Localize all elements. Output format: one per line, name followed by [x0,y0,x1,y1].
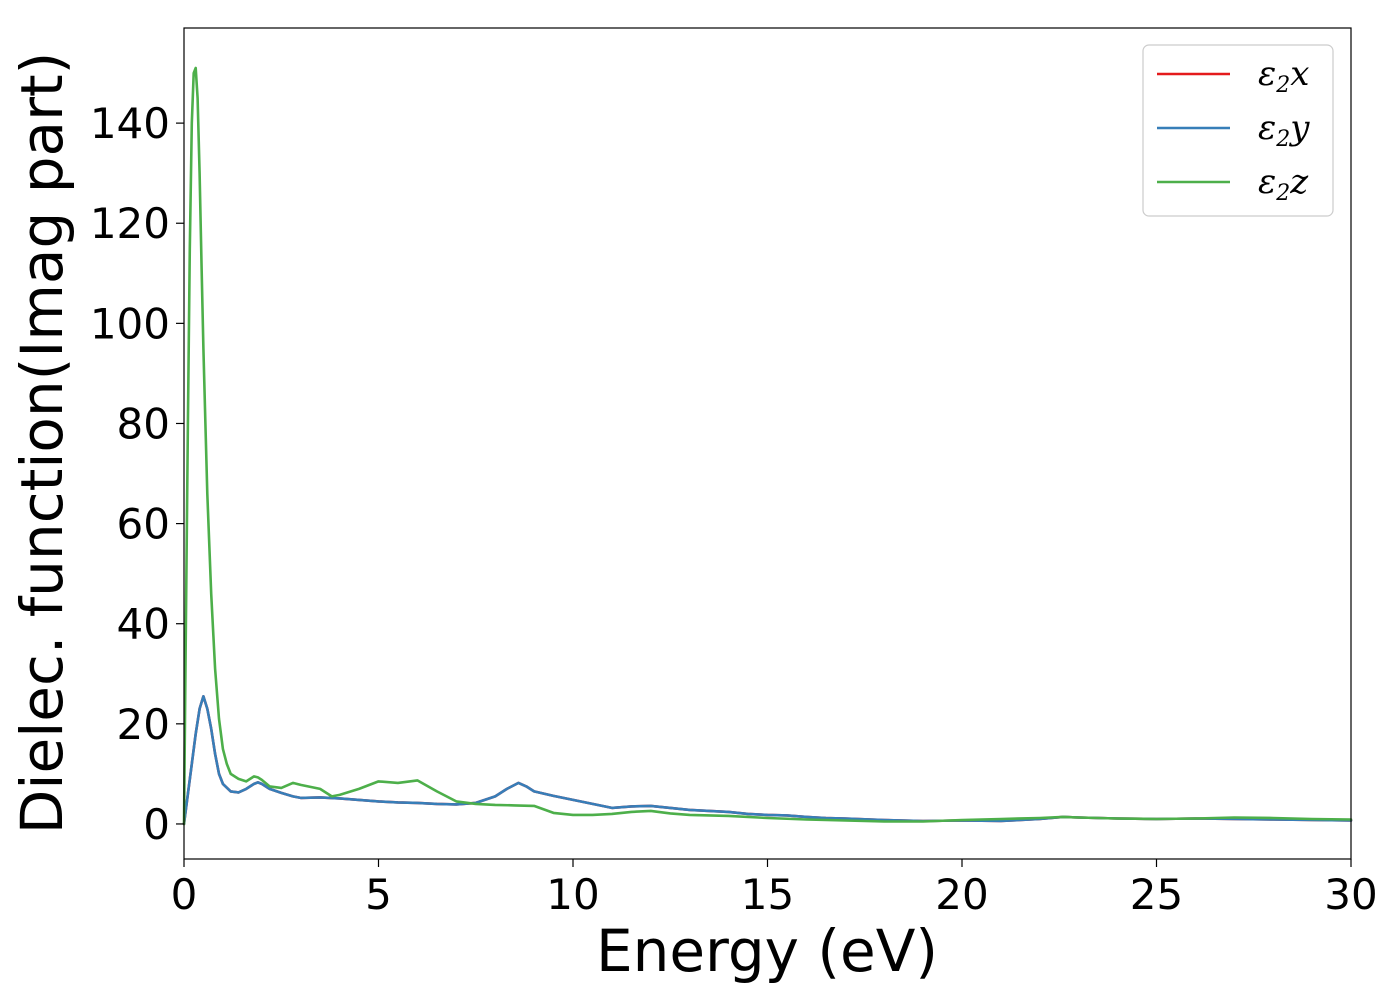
y-tick-label: 140 [90,99,170,148]
y-tick-label: 80 [117,399,170,448]
y-tick-label: 40 [117,600,170,649]
legend-label-x: ε2x [1258,54,1309,98]
x-tick-label: 5 [365,870,392,919]
legend-box [1142,44,1334,217]
tick-layer: 0 5 10 15 20 25 30 0 20 40 60 80 100 120 140 [90,99,1378,919]
series-layer [182,66,1353,826]
y-tick-label: 0 [143,800,170,849]
x-tick-label: 10 [546,870,599,919]
x-tick-label: 15 [741,870,794,919]
x-tick-label: 0 [171,870,198,919]
series-line-z [182,66,1353,826]
x-axis-title: Energy (eV) [596,917,938,985]
legend: ε2x ε2y ε2z [1142,44,1334,217]
series-line-y [182,694,1353,826]
legend-label-y: ε2y [1258,108,1310,152]
y-tick-label: 120 [90,199,170,248]
y-tick-label: 60 [117,500,170,549]
x-tick-label: 25 [1130,870,1183,919]
legend-items: ε2x ε2y ε2z [1157,54,1310,206]
y-axis-title: Dielec. function(Imag part) [8,52,76,835]
x-tick-label: 30 [1324,870,1377,919]
series-line-x [182,694,1353,826]
x-tick-label: 20 [935,870,988,919]
y-tick-label: 100 [90,299,170,348]
legend-label-z: ε2z [1258,162,1309,206]
y-tick-label: 20 [117,700,170,749]
